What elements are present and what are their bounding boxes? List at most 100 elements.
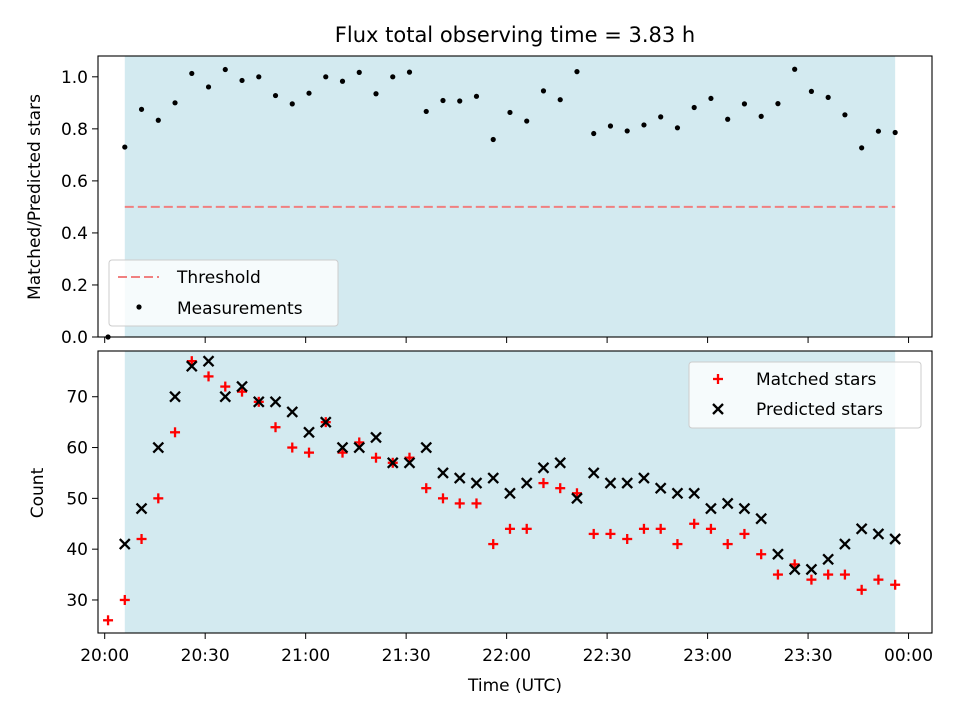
top-y-tick-label: 1.0 bbox=[61, 68, 88, 88]
top-panel: 0.0 0.2 0.4 0.6 0.8 1.0 Matched/Predicted sta… bbox=[25, 55, 933, 348]
matched-star-point bbox=[823, 569, 834, 580]
measurement-point bbox=[892, 129, 898, 136]
predicted-star-point bbox=[386, 456, 399, 469]
predicted-star-point bbox=[303, 426, 315, 439]
matched-star-point bbox=[186, 356, 197, 367]
matched-star-point bbox=[756, 549, 767, 560]
measurement-point bbox=[641, 122, 647, 128]
x-tick-label: 21:00 bbox=[281, 646, 330, 666]
predicted-star-point bbox=[788, 563, 801, 576]
bottom-y-tick-label: 60 bbox=[66, 439, 88, 459]
matched-star-point bbox=[622, 534, 633, 544]
measurement-point bbox=[289, 101, 295, 107]
predicted-star-point bbox=[504, 487, 516, 500]
measurement-point bbox=[339, 78, 346, 84]
top-legend: Threshold Measurements bbox=[108, 259, 339, 327]
predicted-star-point bbox=[621, 477, 634, 489]
matched-star-point bbox=[605, 528, 616, 539]
predicted-star-point bbox=[638, 472, 650, 484]
matched-star-point bbox=[538, 478, 549, 489]
matched-star-point bbox=[672, 539, 683, 550]
measurement-point bbox=[691, 104, 697, 111]
legend-predicted-label: Predicted stars bbox=[756, 400, 883, 420]
measurement-point bbox=[205, 84, 212, 90]
legend-threshold-label: Threshold bbox=[176, 268, 261, 288]
bottom-legend-box bbox=[688, 361, 922, 429]
measurement-point bbox=[708, 95, 714, 102]
top-y-tick-label: 0.0 bbox=[61, 328, 88, 348]
measurement-point bbox=[658, 114, 664, 120]
measurement-point bbox=[189, 70, 195, 77]
measurement-point bbox=[607, 123, 614, 129]
matched-star-point bbox=[471, 498, 482, 509]
measurement-point bbox=[808, 88, 815, 94]
matched-star-point bbox=[856, 584, 867, 595]
bottom-y-tick-label: 40 bbox=[66, 540, 88, 560]
predicted-star-point bbox=[370, 431, 382, 444]
matched-star-point bbox=[890, 579, 901, 590]
predicted-star-point bbox=[805, 563, 818, 576]
predicted-star-point bbox=[654, 482, 667, 495]
measurement-point bbox=[875, 128, 882, 134]
measurement-point bbox=[591, 130, 597, 137]
predicted-star-point bbox=[520, 477, 533, 489]
matched-star-point bbox=[839, 569, 850, 580]
legend-matched-label: Matched stars bbox=[756, 370, 876, 390]
predicted-star-point bbox=[671, 487, 684, 500]
matched-star-point bbox=[722, 539, 733, 550]
predicted-star-point bbox=[772, 548, 784, 561]
matched-star-point bbox=[220, 381, 231, 392]
predicted-star-point bbox=[889, 533, 901, 545]
matched-star-point bbox=[103, 615, 114, 626]
predicted-star-point bbox=[353, 441, 366, 454]
measurement-point bbox=[557, 97, 563, 103]
predicted-star-point bbox=[269, 395, 282, 408]
predicted-star-point bbox=[755, 512, 767, 525]
predicted-star-point bbox=[135, 502, 148, 515]
matched-star-point bbox=[287, 442, 298, 453]
measurement-point bbox=[239, 77, 245, 84]
matched-star-point bbox=[304, 447, 315, 458]
top-y-tick-label: 0.8 bbox=[61, 120, 88, 140]
measurement-point bbox=[272, 92, 279, 99]
matched-star-point bbox=[136, 534, 147, 544]
matched-star-point bbox=[739, 528, 750, 539]
predicted-star-point bbox=[286, 406, 299, 418]
x-tick-label: 20:00 bbox=[80, 646, 129, 666]
x-tick-label: 21:30 bbox=[382, 646, 431, 666]
measurement-point bbox=[741, 101, 748, 107]
bottom-panel-frame bbox=[97, 350, 933, 634]
matched-star-point bbox=[873, 574, 884, 585]
top-y-tick-label: 0.2 bbox=[61, 276, 88, 296]
matched-star-point bbox=[806, 574, 817, 585]
matched-star-point bbox=[404, 452, 415, 463]
predicted-star-point bbox=[202, 355, 215, 367]
measurement-point bbox=[406, 69, 413, 75]
matched-star-point bbox=[337, 447, 348, 458]
x-tick-label: 22:00 bbox=[482, 646, 531, 666]
measurement-point bbox=[323, 74, 329, 80]
matched-star-point bbox=[789, 559, 800, 570]
predicted-star-point bbox=[705, 502, 717, 515]
measurement-point bbox=[390, 74, 396, 80]
measurement-point bbox=[440, 97, 446, 104]
measurement-point bbox=[825, 94, 831, 100]
predicted-star-point bbox=[252, 395, 265, 408]
measurement-point bbox=[859, 145, 865, 151]
matched-star-point bbox=[354, 437, 365, 448]
predicted-star-point bbox=[403, 456, 416, 469]
matched-star-point bbox=[521, 523, 532, 534]
measurement-point bbox=[256, 74, 262, 80]
predicted-star-point bbox=[822, 553, 834, 566]
bottom-y-tick-label: 70 bbox=[66, 388, 88, 408]
top-y-tick-label: 0.4 bbox=[61, 224, 88, 244]
x-tick-label: 20:30 bbox=[181, 646, 230, 666]
matched-star-point bbox=[555, 483, 566, 494]
legend-predicted-swatch bbox=[712, 403, 724, 415]
predicted-star-point bbox=[219, 390, 232, 403]
predicted-star-point bbox=[152, 441, 165, 454]
predicted-star-point bbox=[554, 456, 567, 469]
measurement-point bbox=[138, 106, 145, 112]
matched-star-point bbox=[705, 523, 716, 534]
